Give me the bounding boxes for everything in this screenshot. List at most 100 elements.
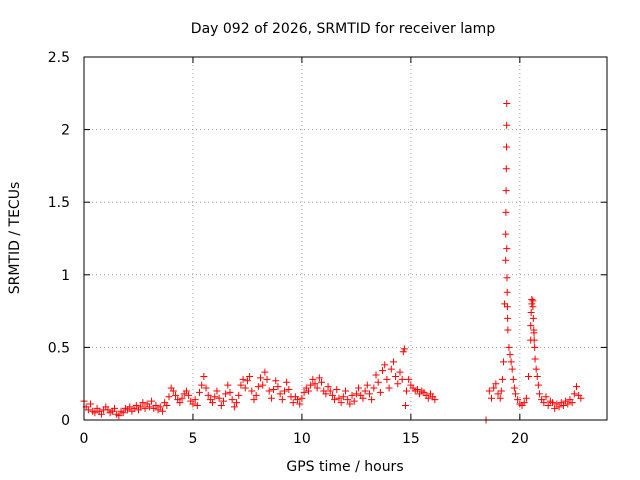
- data-point: [219, 397, 227, 405]
- data-point: [298, 394, 306, 402]
- data-point: [503, 303, 511, 311]
- data-point: [191, 396, 199, 404]
- data-point: [111, 404, 119, 412]
- data-point: [499, 358, 507, 366]
- data-point: [148, 397, 156, 405]
- data-point: [424, 394, 432, 402]
- data-point: [529, 303, 537, 311]
- data-point: [504, 314, 512, 322]
- data-point: [361, 387, 369, 395]
- data-point: [141, 404, 149, 412]
- data-point: [502, 165, 510, 173]
- data-point: [300, 388, 308, 396]
- data-point: [572, 383, 580, 391]
- data-point: [534, 381, 542, 389]
- data-point: [507, 358, 515, 366]
- data-point: [267, 394, 275, 402]
- data-point: [400, 345, 408, 353]
- data-point: [254, 383, 262, 391]
- data-point: [285, 386, 293, 394]
- data-point: [520, 399, 528, 407]
- data-point: [498, 375, 506, 383]
- data-point: [307, 381, 315, 389]
- data-point: [542, 393, 550, 401]
- data-point: [528, 300, 536, 308]
- data-point: [335, 394, 343, 402]
- axis-ticks: 0 5 10 15 20 0 0.5 1 1.5 2 2.5: [48, 50, 607, 447]
- data-point: [389, 358, 397, 366]
- data-point: [304, 387, 312, 395]
- data-point: [204, 391, 212, 399]
- data-point: [405, 375, 413, 383]
- data-point: [413, 386, 421, 394]
- data-point: [248, 387, 256, 395]
- data-point: [503, 245, 511, 253]
- data-point: [383, 375, 391, 383]
- data-point: [318, 378, 326, 386]
- data-point: [551, 404, 559, 412]
- data-point: [387, 365, 395, 373]
- data-point: [365, 390, 373, 398]
- data-point: [311, 380, 319, 388]
- data-point: [87, 400, 95, 408]
- data-point: [529, 314, 537, 322]
- data-point: [503, 121, 511, 129]
- data-point: [511, 390, 519, 398]
- data-point: [97, 410, 105, 418]
- data-point: [385, 384, 393, 392]
- data-point: [570, 390, 578, 398]
- data-point: [263, 375, 271, 383]
- y-tick-label: 2.5: [48, 50, 70, 66]
- data-point: [200, 372, 208, 380]
- data-point: [533, 372, 541, 380]
- data-point: [497, 387, 505, 395]
- data-point: [115, 412, 123, 420]
- data-point: [531, 343, 539, 351]
- data-point: [559, 401, 567, 409]
- data-point: [198, 381, 206, 389]
- data-point: [396, 368, 404, 376]
- data-point: [257, 374, 265, 382]
- data-point: [509, 375, 517, 383]
- data-point: [342, 387, 349, 395]
- data-point: [294, 396, 302, 404]
- data-point: [502, 256, 510, 264]
- data-point: [313, 384, 321, 392]
- data-point: [259, 381, 267, 389]
- data-point: [506, 351, 514, 359]
- data-point: [503, 99, 511, 107]
- data-point: [309, 375, 317, 383]
- data-point: [172, 391, 180, 399]
- data-point: [202, 384, 210, 392]
- data-point: [91, 409, 99, 417]
- data-point: [531, 355, 539, 363]
- data-point: [230, 403, 238, 411]
- data-point: [84, 406, 92, 414]
- data-point: [152, 401, 160, 409]
- data-point: [239, 375, 247, 383]
- data-point: [485, 387, 493, 395]
- data-point: [213, 387, 221, 395]
- chart-title: Day 092 of 2026, SRMTID for receiver lam…: [191, 21, 496, 37]
- data-point: [211, 393, 219, 401]
- x-tick-label: 0: [80, 431, 89, 447]
- grid-lines: [84, 57, 607, 420]
- data-point: [392, 372, 400, 380]
- data-point: [215, 394, 223, 402]
- data-point: [352, 390, 360, 398]
- data-point: [350, 397, 358, 405]
- data-point: [346, 400, 354, 408]
- data-point: [540, 399, 548, 407]
- data-point: [344, 396, 352, 404]
- y-axis-label: SRMTID / TECUs: [7, 182, 23, 295]
- data-point: [381, 361, 389, 369]
- data-point: [431, 396, 439, 404]
- data-point: [182, 387, 190, 395]
- x-tick-label: 15: [402, 431, 420, 447]
- data-point: [363, 381, 371, 389]
- data-point: [270, 386, 278, 394]
- data-point: [126, 403, 134, 411]
- data-point: [165, 393, 173, 401]
- data-point: [163, 401, 171, 409]
- x-axis-label: GPS time / hours: [286, 459, 403, 475]
